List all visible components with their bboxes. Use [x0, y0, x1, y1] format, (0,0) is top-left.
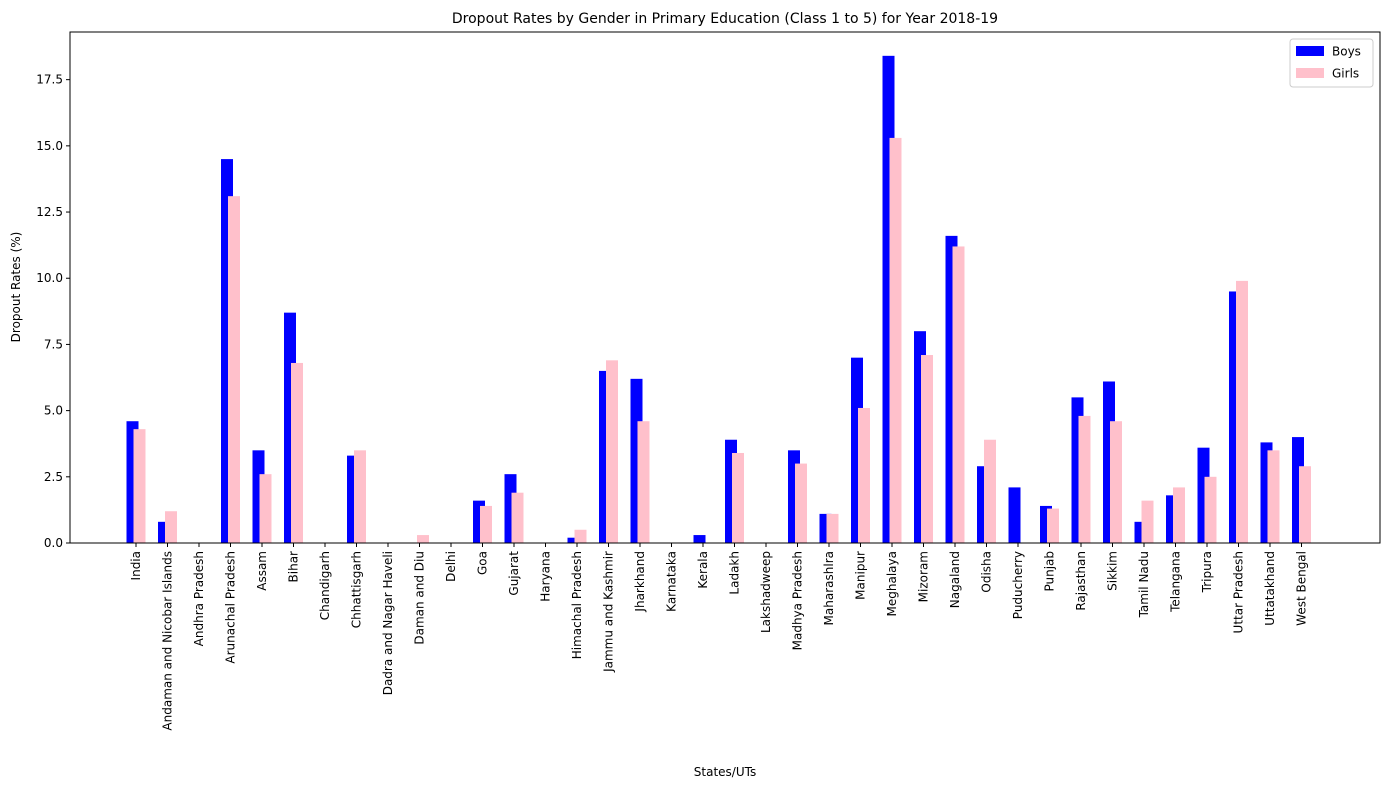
bar-girls: [921, 355, 933, 543]
x-axis: India Andaman and Nicobar Islands Andhra P…: [129, 543, 1309, 731]
x-tick-label: Goa: [476, 551, 490, 575]
x-tick-label: Manipur: [854, 551, 868, 600]
bar-girls: [1236, 280, 1248, 543]
x-tick-label: Lakshadweep: [759, 551, 773, 633]
series-girls: [133, 137, 1311, 543]
x-tick-label: Haryana: [539, 551, 553, 602]
legend-swatch-boys: [1296, 46, 1324, 56]
bar-girls: [354, 450, 366, 543]
x-tick-label: India: [129, 551, 143, 580]
bar-girls: [795, 463, 807, 543]
x-tick-label: Delhi: [444, 551, 458, 582]
x-tick-label: Punjab: [1043, 551, 1057, 592]
x-tick-label: Andhra Pradesh: [192, 551, 206, 646]
x-tick-label: Madhya Pradesh: [791, 551, 805, 650]
x-tick-label: Karnataka: [665, 551, 679, 612]
x-tick-label: Nagaland: [948, 551, 962, 608]
x-tick-label: Odisha: [980, 551, 994, 593]
x-tick-label: Chhattisgarh: [350, 551, 364, 628]
x-tick-label: Tripura: [1200, 551, 1214, 593]
bar-girls: [858, 407, 870, 543]
legend-label-boys: Boys: [1332, 45, 1361, 59]
bar-girls: [1078, 415, 1091, 543]
x-tick-label: Uttar Pradesh: [1232, 551, 1246, 633]
x-tick-label: Telangana: [1169, 551, 1183, 613]
x-tick-label: Uttatakhand: [1263, 551, 1277, 626]
bar-girls: [1110, 421, 1122, 543]
x-tick-label: Meghalaya: [885, 551, 899, 616]
bar-boys: [567, 537, 580, 543]
x-axis-label: States/UTs: [694, 765, 756, 779]
bar-girls: [228, 196, 240, 543]
bar-girls: [417, 535, 429, 543]
bar-girls: [480, 505, 492, 543]
bar-girls: [606, 360, 618, 543]
x-tick-label: Ladakh: [728, 551, 742, 595]
x-tick-label: Chandigarh: [318, 551, 332, 620]
x-tick-label: Tamil Nadu: [1137, 551, 1151, 618]
x-tick-label: Assam: [255, 551, 269, 591]
y-tick-label: 5.0: [44, 404, 63, 418]
bar-girls: [259, 474, 272, 543]
bar-boys: [1008, 487, 1021, 543]
chart-title: Dropout Rates by Gender in Primary Educa…: [452, 11, 998, 27]
x-tick-label: Dadra and Nagar Haveli: [381, 551, 395, 695]
x-tick-label: Maharashlra: [822, 551, 836, 625]
legend: Boys Girls: [1289, 38, 1374, 88]
y-axis: 0.0 2.5 5.0 7.5 10.0 12.5 15.0 17.5: [36, 73, 70, 550]
legend-swatch-girls: [1296, 68, 1324, 78]
y-tick-label: 0.0: [44, 536, 63, 550]
x-tick-label: Sikkim: [1106, 551, 1120, 591]
plot-frame: [69, 31, 1381, 544]
x-tick-label: Mizoram: [917, 551, 931, 602]
bar-girls: [1141, 500, 1154, 543]
bar-girls: [1299, 466, 1311, 543]
bar-girls: [637, 421, 650, 543]
x-tick-label: Kerala: [696, 551, 710, 589]
y-tick-label: 15.0: [36, 139, 63, 153]
bar-girls: [889, 137, 902, 543]
bar-girls: [511, 492, 524, 543]
bar-girls: [1267, 450, 1280, 543]
bar-girls: [291, 362, 303, 543]
x-tick-label: Gujarat: [507, 551, 521, 596]
x-tick-label: Bihar: [287, 551, 301, 583]
y-tick-label: 7.5: [44, 337, 63, 351]
bar-girls: [133, 429, 146, 543]
bar-boys: [693, 535, 706, 543]
bar-girls: [826, 513, 839, 543]
x-tick-label: West Bengal: [1295, 551, 1309, 626]
x-tick-label: Andaman and Nicobar Islands: [161, 551, 175, 731]
bar-girls: [165, 511, 177, 543]
y-tick-label: 2.5: [44, 470, 63, 484]
series-boys: [126, 55, 1304, 543]
legend-label-girls: Girls: [1332, 67, 1359, 81]
bar-girls: [1047, 508, 1059, 543]
x-tick-label: Jammu and Kashmir: [602, 551, 616, 673]
x-tick-label: Puducherry: [1011, 551, 1025, 619]
x-tick-label: Jharkhand: [633, 551, 647, 613]
y-axis-label: Dropout Rates (%): [9, 232, 23, 343]
bar-girls: [1173, 487, 1185, 543]
bar-girls: [574, 529, 587, 543]
y-tick-label: 17.5: [36, 73, 63, 87]
bar-girls: [1204, 476, 1217, 543]
x-tick-label: Arunachal Pradesh: [224, 551, 238, 664]
bar-girls: [984, 439, 996, 543]
bar-girls: [952, 246, 965, 543]
plot-area: [126, 55, 1311, 543]
x-tick-label: Rajasthan: [1074, 551, 1088, 611]
bar-girls: [732, 452, 744, 543]
y-tick-label: 10.0: [36, 271, 63, 285]
x-tick-label: Daman and Diu: [413, 551, 427, 645]
x-tick-label: Himachal Pradesh: [570, 551, 584, 659]
y-tick-label: 12.5: [36, 205, 63, 219]
